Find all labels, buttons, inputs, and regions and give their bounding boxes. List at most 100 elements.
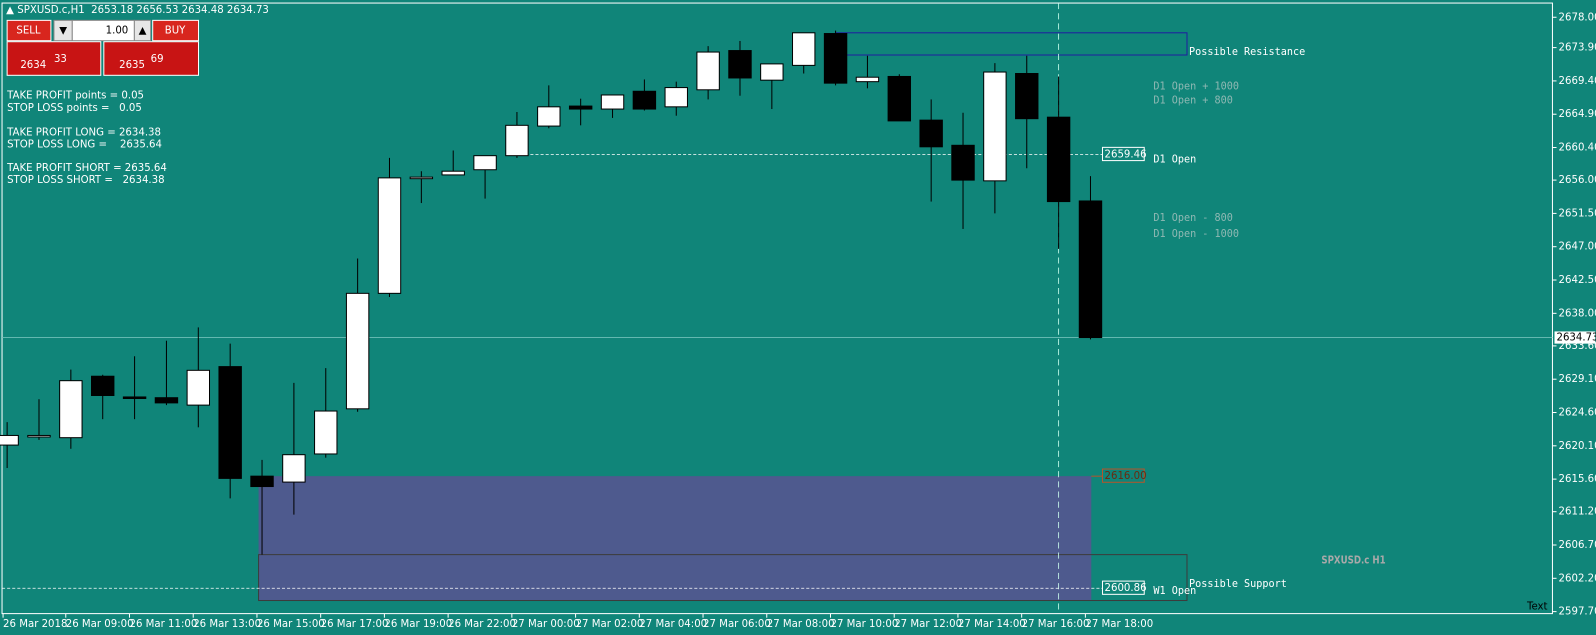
x-tick-label: 26 Mar 13:00 <box>193 619 261 630</box>
sell-label[interactable]: SELL <box>16 26 41 37</box>
lot-down-arrow[interactable]: ▼ <box>59 26 67 37</box>
d1-offset-label: D1 Open - 800 <box>1153 213 1233 224</box>
x-tick-label: 26 Mar 11:00 <box>129 619 197 630</box>
header-close: 2634.73 <box>227 5 269 16</box>
candle-body <box>951 144 975 181</box>
price-box <box>1554 331 1596 344</box>
x-tick-label: 27 Mar 08:00 <box>767 619 835 630</box>
ask-small[interactable]: 69 <box>151 54 164 65</box>
candle-body <box>154 397 179 404</box>
candle-body <box>855 76 880 83</box>
candle-body <box>441 170 465 176</box>
price-label: 2634.73 <box>1557 333 1596 344</box>
y-tick-label: 2642.50 <box>1559 275 1596 286</box>
ask-big[interactable]: 2635 <box>119 60 145 71</box>
candle-body <box>250 475 274 488</box>
candle-body <box>27 434 51 438</box>
y-tick-label: 2611.20 <box>1559 507 1596 518</box>
x-tick-label: 26 Mar 15:00 <box>257 619 325 630</box>
zone <box>258 554 1188 602</box>
level-box <box>1101 468 1145 483</box>
x-tick-label: 26 Mar 19:00 <box>384 619 452 630</box>
x-tick-label: 27 Mar 18:00 <box>1085 619 1153 630</box>
bid-big[interactable]: 2634 <box>20 60 46 71</box>
candle-body <box>282 454 306 483</box>
y-tick-label: 2602.20 <box>1559 573 1596 584</box>
candle-body <box>696 51 720 91</box>
panel-line: STOP LOSS LONG = 2635.64 <box>7 140 162 151</box>
candle-body <box>792 32 816 66</box>
level-name: D1 Open <box>1153 155 1196 166</box>
candle-body <box>1046 116 1071 203</box>
candle-body <box>919 119 943 148</box>
panel-line: TAKE PROFIT LONG = 2634.38 <box>6 127 161 138</box>
y-tick-label: 2656.00 <box>1559 175 1596 186</box>
plot-frame <box>1 2 1553 615</box>
y-tick-label: 2633.60 <box>1559 341 1596 352</box>
y-tick-label: 2673.90 <box>1559 43 1596 54</box>
candle-body <box>600 94 625 110</box>
y-tick-label: 2624.60 <box>1559 408 1596 419</box>
bid-box[interactable] <box>6 41 102 76</box>
buy-label[interactable]: BUY <box>165 26 186 37</box>
x-tick-label: 27 Mar 04:00 <box>639 619 707 630</box>
panel-line: TAKE PROFIT points = 0.05 <box>6 91 144 102</box>
candle-body <box>1078 200 1103 339</box>
panel-line: STOP LOSS SHORT = 2634.38 <box>7 175 164 186</box>
y-tick-label: 2660.40 <box>1559 143 1596 154</box>
y-tick-label: 2638.00 <box>1559 308 1596 319</box>
y-tick-label: 2615.60 <box>1559 474 1596 485</box>
level-label: 2659.46 <box>1105 149 1147 160</box>
candle-body <box>345 292 370 410</box>
candle-body <box>409 176 434 180</box>
buy-button[interactable] <box>152 19 200 42</box>
lot-up[interactable] <box>133 19 152 42</box>
sell-button[interactable] <box>6 19 52 42</box>
level-name: W1 Open <box>1153 586 1196 597</box>
candle-body <box>186 369 211 406</box>
x-tick-label: 26 Mar 17:00 <box>321 619 389 630</box>
candle-body <box>218 366 242 479</box>
x-tick-label: 27 Mar 12:00 <box>894 619 962 630</box>
x-tick-label: 27 Mar 02:00 <box>576 619 644 630</box>
x-tick-label: 26 Mar 09:00 <box>66 619 134 630</box>
candle-body <box>632 90 657 110</box>
candle-body <box>1015 73 1039 120</box>
y-tick-label: 2620.10 <box>1559 441 1596 452</box>
candle-body <box>760 63 784 81</box>
watermark: SPXUSD.c H1 <box>1321 555 1385 567</box>
candle-body <box>0 434 19 446</box>
symbol: SPXUSD.c,H1 <box>17 5 84 16</box>
ask-box[interactable] <box>103 41 200 76</box>
x-tick-label: 27 Mar 10:00 <box>830 619 898 630</box>
trade-panel: ▲ SPXUSD.c,H1 2653.18 2656.53 2634.48 26… <box>6 5 269 186</box>
level-label: 2600.86 <box>1105 583 1147 594</box>
lot-value[interactable]: 1.00 <box>106 26 129 37</box>
y-tick-label: 2606.70 <box>1559 540 1596 551</box>
candle-body <box>314 410 338 455</box>
candle-body <box>728 50 752 79</box>
header-open: 2653.18 <box>91 5 133 16</box>
candle-body <box>377 177 402 294</box>
candle-body <box>983 71 1007 182</box>
panel-line: STOP LOSS points = 0.05 <box>7 103 142 114</box>
x-tick-label: 26 Mar 22:00 <box>448 619 516 630</box>
bid-small[interactable]: 33 <box>54 54 67 65</box>
y-tick-label: 2629.10 <box>1559 374 1596 385</box>
zone-label: Possible Resistance <box>1189 47 1305 58</box>
candle-body <box>887 75 912 122</box>
header-low: 2634.48 <box>182 5 224 16</box>
lot-up-arrow[interactable]: ▲ <box>139 26 147 37</box>
y-tick-label: 2664.90 <box>1559 109 1596 120</box>
zone <box>258 476 1092 601</box>
candle-body <box>59 380 83 439</box>
level-label: 2616.00 <box>1105 471 1147 482</box>
candle-body <box>537 106 561 127</box>
y-tick-label: 2597.70 <box>1559 607 1596 618</box>
candle-body <box>823 33 848 84</box>
level-box <box>1101 580 1145 595</box>
candle-body <box>505 124 529 157</box>
candle-body <box>91 375 115 396</box>
